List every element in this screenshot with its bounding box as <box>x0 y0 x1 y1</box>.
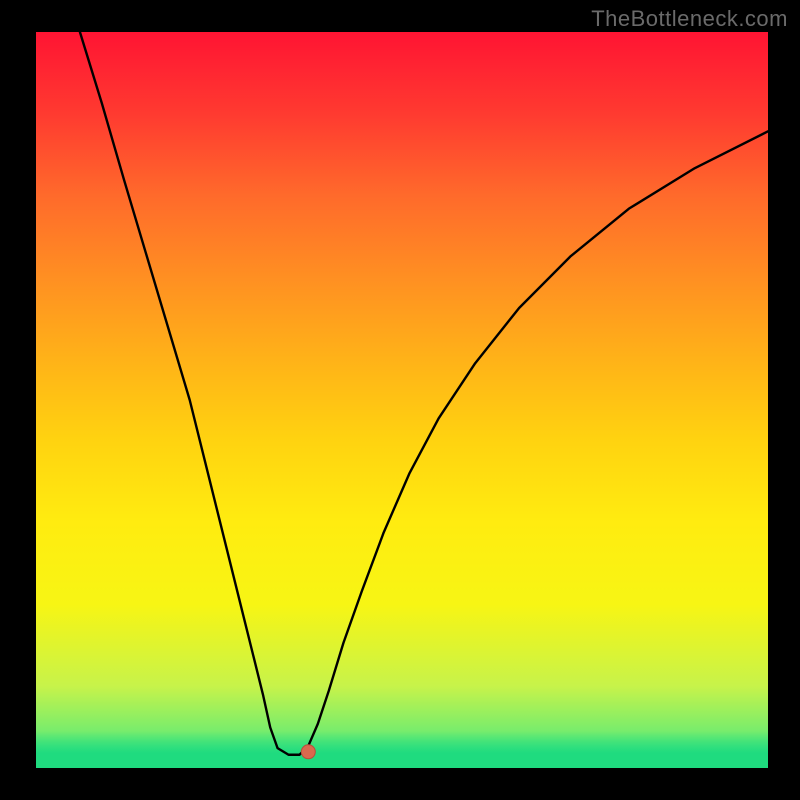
plot-area <box>36 32 768 768</box>
watermark-label: TheBottleneck.com <box>591 6 788 32</box>
bottom-green-strip <box>36 731 768 768</box>
chart-frame: TheBottleneck.com <box>0 0 800 800</box>
